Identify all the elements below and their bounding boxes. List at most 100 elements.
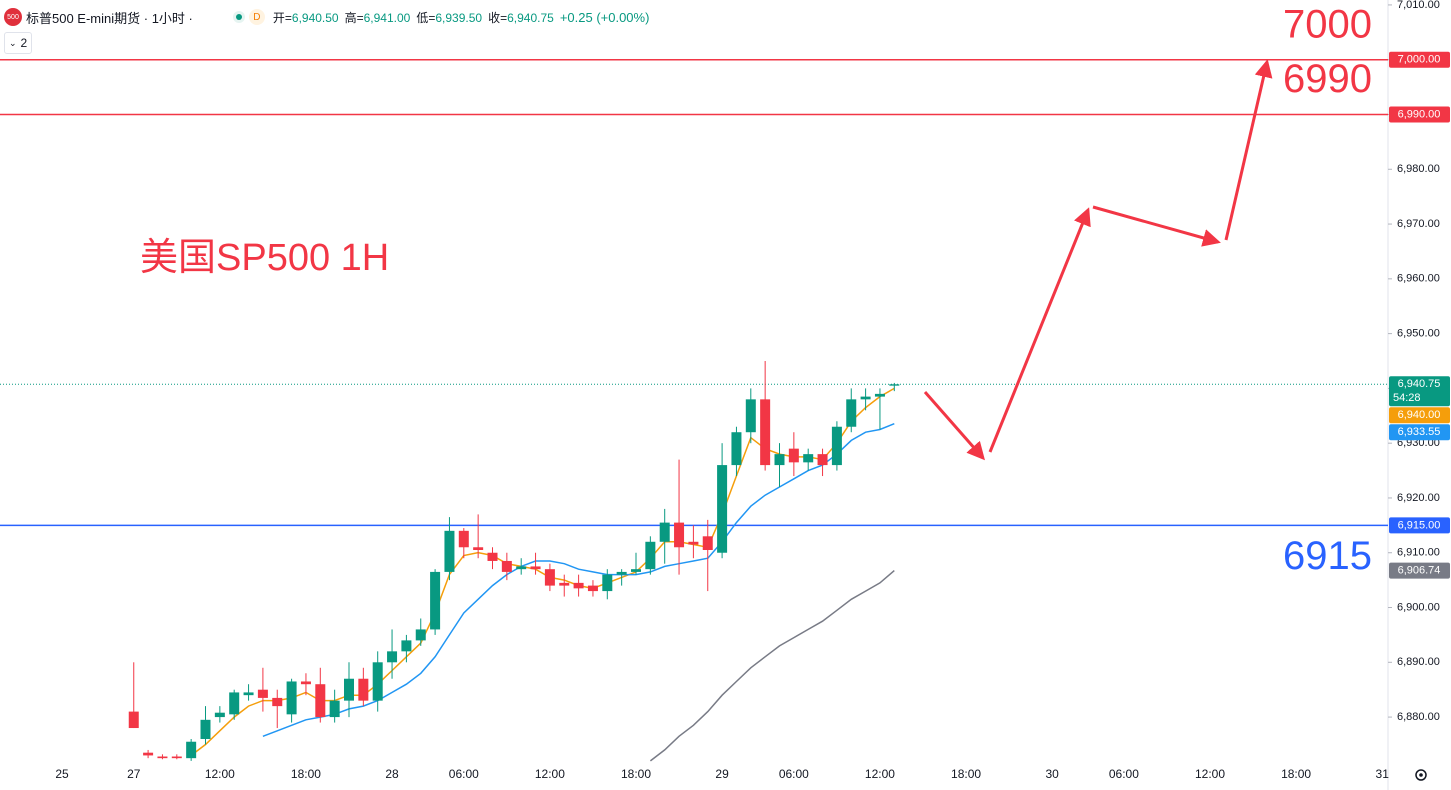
- y-tick-label: 6,910.00: [1397, 547, 1440, 559]
- axes: 6,880.00 6,890.00 6,900.00 6,910.00 6,920.00…: [55, 0, 1450, 790]
- ma-line: [262, 423, 895, 738]
- x-tick-label: 12:00: [535, 767, 565, 781]
- arrow: [988, 207, 1091, 453]
- price-label-box: [1389, 376, 1450, 407]
- candle-body: [846, 399, 857, 427]
- low: 低=6,939.50: [416, 9, 482, 26]
- y-tick-label: 6,960.00: [1397, 273, 1440, 285]
- candle-body: [760, 399, 771, 466]
- label: 高=: [344, 10, 364, 25]
- label: 低=: [416, 10, 436, 25]
- candle-body: [286, 681, 297, 715]
- y-tick-label: 6,970.00: [1397, 218, 1440, 230]
- candle-body: [430, 571, 441, 630]
- arrow: [1224, 59, 1273, 241]
- candle-body: [415, 629, 426, 641]
- price-label: 6,906.74: [1398, 565, 1441, 577]
- candle-body: [788, 448, 799, 463]
- candle-body: [645, 541, 656, 570]
- level-note: 7000: [1283, 2, 1372, 46]
- y-tick-label: 6,920.00: [1397, 492, 1440, 504]
- drawn-arrows: [923, 59, 1273, 461]
- x-tick-label: 18:00: [1281, 767, 1311, 781]
- candle-body: [487, 552, 498, 561]
- candle-body: [157, 756, 168, 759]
- candle-body: [372, 662, 383, 701]
- change: +0.25 (+0.00%): [559, 9, 650, 25]
- x-tick-label: 06:00: [779, 767, 809, 781]
- candle-body: [544, 569, 555, 586]
- candle-body: [688, 541, 699, 545]
- candle-body: [602, 574, 613, 592]
- x-tick-label: 18:00: [291, 767, 321, 781]
- x-tick-label: 28: [385, 767, 399, 781]
- settings-icon[interactable]: [1415, 769, 1427, 781]
- close: 收=6,940.75: [488, 9, 554, 26]
- price-label: 6,915.00: [1398, 519, 1441, 531]
- candle-body: [344, 678, 354, 701]
- candle-body: [616, 571, 627, 575]
- candle-body: [358, 678, 369, 701]
- plot: 7000 6990 6915: [0, 2, 1388, 762]
- price-label-box: [1389, 407, 1450, 424]
- candle-body: [143, 752, 154, 756]
- symbol-logo: 500: [4, 8, 22, 26]
- candle-body: [229, 692, 240, 715]
- ma-line: [649, 570, 895, 762]
- price-label: 7,000.00: [1398, 54, 1441, 66]
- price-label-box: [1389, 424, 1450, 441]
- x-tick-label: 25: [55, 767, 69, 781]
- candle-body: [444, 530, 455, 572]
- candle-body: [171, 756, 182, 759]
- value: 6,939.50: [435, 10, 483, 25]
- candle-body: [186, 741, 197, 759]
- x-tick-label: 30: [1045, 767, 1059, 781]
- candle-body: [516, 566, 527, 570]
- header: 500 标普500 E-mini期货 · 1小时 · D 开=6,940.50 …: [0, 0, 649, 34]
- candle-body: [272, 697, 283, 707]
- y-tick-label: 6,900.00: [1397, 601, 1440, 613]
- y-tick-label: 6,980.00: [1397, 163, 1440, 175]
- value: 6,940.75: [507, 10, 554, 25]
- y-tick-label: 6,880.00: [1397, 711, 1440, 723]
- candle-body: [817, 454, 828, 466]
- indicator-toggle[interactable]: ⌄ 2: [4, 32, 33, 54]
- ma-line: [190, 387, 895, 756]
- candle-body: [860, 396, 871, 400]
- x-tick-label: 06:00: [449, 767, 479, 781]
- level-note: 6990: [1283, 57, 1372, 101]
- indicator-count: 2: [20, 36, 28, 50]
- x-tick-label: 12:00: [205, 767, 235, 781]
- high: 高=6,941.00: [345, 9, 411, 26]
- price-label: 6,940.00: [1398, 409, 1441, 421]
- open: 开=6,940.50: [273, 9, 339, 26]
- candle-body: [717, 465, 728, 553]
- delay-badge: D: [248, 9, 265, 25]
- candle-body: [128, 711, 139, 729]
- x-tick-label: 31: [1376, 767, 1390, 781]
- x-tick-label: 12:00: [865, 767, 895, 781]
- x-tick-label: 12:00: [1195, 767, 1225, 781]
- candle-body: [329, 700, 340, 718]
- candle-body: [401, 640, 412, 652]
- candle-body: [530, 566, 541, 570]
- value: 6,941.00: [363, 10, 411, 25]
- candle-body: [300, 681, 311, 685]
- label: 收=: [488, 10, 508, 25]
- x-tick-label: 06:00: [1109, 767, 1139, 781]
- candle-body: [831, 426, 842, 466]
- candle-body: [214, 712, 225, 718]
- candle-body: [745, 399, 756, 433]
- candle-body: [659, 522, 670, 542]
- candle-body: [874, 393, 885, 397]
- candle-body: [501, 560, 512, 572]
- countdown: 54:28: [1393, 392, 1421, 404]
- level-note: 6915: [1283, 534, 1372, 578]
- candle-body: [702, 536, 713, 550]
- value: 6,940.50: [291, 10, 339, 25]
- annotation: 美国SP500 1H: [140, 237, 389, 279]
- price-label-box: [1389, 51, 1450, 68]
- candle-body: [774, 454, 785, 466]
- candle-body: [243, 692, 254, 696]
